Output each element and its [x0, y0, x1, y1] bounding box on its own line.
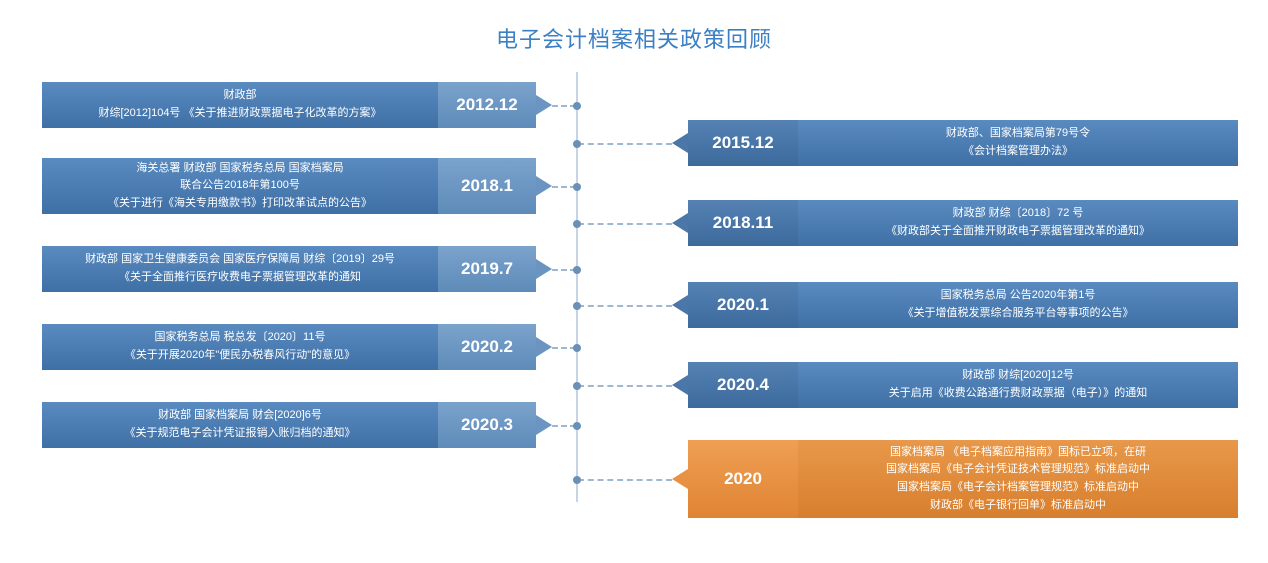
description-line: 财政部、国家档案局第79号令	[946, 125, 1090, 143]
axis-dot	[573, 302, 581, 310]
description-line: 海关总署 财政部 国家税务总局 国家档案局	[136, 160, 343, 178]
description-line: 《关于全面推行医疗收费电子票据管理改革的通知	[119, 269, 361, 287]
description-line: 联合公告2018年第100号	[180, 177, 300, 195]
connector	[578, 143, 672, 145]
timeline-axis	[576, 72, 578, 502]
axis-dot	[573, 266, 581, 274]
description-line: 《会计档案管理办法》	[963, 143, 1073, 161]
axis-dot	[573, 183, 581, 191]
description-line: 关于启用《收费公路通行费财政票据（电子）》的通知	[889, 385, 1148, 403]
item-date: 2020	[688, 440, 798, 518]
connector	[578, 385, 672, 387]
description-line: 财政部	[224, 87, 257, 105]
connector	[578, 305, 672, 307]
description-line: 财政部 财综[2020]12号	[962, 367, 1074, 385]
item-description: 财政部 国家卫生健康委员会 国家医疗保障局 财综〔2019〕29号《关于全面推行…	[42, 246, 438, 292]
timeline-item: 财政部财综[2012]104号 《关于推进财政票据电子化改革的方案》2012.1…	[42, 82, 536, 128]
timeline-item: 财政部 国家档案局 财会[2020]6号《关于规范电子会计凭证报销入账归档的通知…	[42, 402, 536, 448]
timeline-item: 财政部 国家卫生健康委员会 国家医疗保障局 财综〔2019〕29号《关于全面推行…	[42, 246, 536, 292]
item-date: 2018.1	[438, 158, 536, 214]
timeline-item: 国家档案局 《电子档案应用指南》国标已立项，在研国家档案局《电子会计凭证技术管理…	[688, 440, 1238, 518]
description-line: 国家档案局《电子会计凭证技术管理规范》标准启动中	[886, 461, 1150, 479]
timeline-item: 财政部 财综〔2018〕72 号《财政部关于全面推开财政电子票据管理改革的通知》…	[688, 200, 1238, 246]
timeline-item: 国家税务总局 公告2020年第1号《关于增值税发票综合服务平台等事项的公告》20…	[688, 282, 1238, 328]
axis-dot	[573, 102, 581, 110]
description-line: 财综[2012]104号 《关于推进财政票据电子化改革的方案》	[99, 105, 382, 123]
timeline: 财政部财综[2012]104号 《关于推进财政票据电子化改革的方案》2012.1…	[0, 72, 1268, 552]
description-line: 财政部 财综〔2018〕72 号	[953, 205, 1084, 223]
item-description: 财政部财综[2012]104号 《关于推进财政票据电子化改革的方案》	[42, 82, 438, 128]
description-line: 《关于进行《海关专用缴款书》打印改革试点的公告》	[108, 195, 372, 213]
axis-dot	[573, 140, 581, 148]
item-description: 财政部 财综〔2018〕72 号《财政部关于全面推开财政电子票据管理改革的通知》	[798, 200, 1238, 246]
item-date: 2020.2	[438, 324, 536, 370]
description-line: 国家税务总局 税总发〔2020〕11号	[155, 329, 326, 347]
item-date: 2012.12	[438, 82, 536, 128]
item-description: 国家税务总局 公告2020年第1号《关于增值税发票综合服务平台等事项的公告》	[798, 282, 1238, 328]
item-date: 2020.4	[688, 362, 798, 408]
description-line: 财政部《电子银行回单》标准启动中	[930, 497, 1106, 515]
timeline-item: 海关总署 财政部 国家税务总局 国家档案局联合公告2018年第100号《关于进行…	[42, 158, 536, 214]
description-line: 《关于规范电子会计凭证报销入账归档的通知》	[125, 425, 356, 443]
item-description: 国家档案局 《电子档案应用指南》国标已立项，在研国家档案局《电子会计凭证技术管理…	[798, 440, 1238, 518]
item-date: 2015.12	[688, 120, 798, 166]
axis-dot	[573, 344, 581, 352]
item-description: 财政部 国家档案局 财会[2020]6号《关于规范电子会计凭证报销入账归档的通知…	[42, 402, 438, 448]
connector	[578, 479, 672, 481]
timeline-item: 国家税务总局 税总发〔2020〕11号《关于开展2020年"便民办税春风行动"的…	[42, 324, 536, 370]
item-date: 2019.7	[438, 246, 536, 292]
description-line: 财政部 国家卫生健康委员会 国家医疗保障局 财综〔2019〕29号	[85, 251, 395, 269]
description-line: 《关于开展2020年"便民办税春风行动"的意见》	[125, 347, 355, 365]
description-line: 国家档案局 《电子档案应用指南》国标已立项，在研	[890, 444, 1146, 462]
description-line: 《关于增值税发票综合服务平台等事项的公告》	[903, 305, 1134, 323]
item-description: 财政部、国家档案局第79号令《会计档案管理办法》	[798, 120, 1238, 166]
timeline-item: 财政部 财综[2020]12号关于启用《收费公路通行费财政票据（电子）》的通知2…	[688, 362, 1238, 408]
item-description: 财政部 财综[2020]12号关于启用《收费公路通行费财政票据（电子）》的通知	[798, 362, 1238, 408]
item-date: 2018.11	[688, 200, 798, 246]
description-line: 国家档案局《电子会计档案管理规范》标准启动中	[897, 479, 1139, 497]
description-line: 《财政部关于全面推开财政电子票据管理改革的通知》	[886, 223, 1150, 241]
item-date: 2020.1	[688, 282, 798, 328]
axis-dot	[573, 220, 581, 228]
description-line: 国家税务总局 公告2020年第1号	[941, 287, 1096, 305]
item-description: 海关总署 财政部 国家税务总局 国家档案局联合公告2018年第100号《关于进行…	[42, 158, 438, 214]
axis-dot	[573, 422, 581, 430]
item-description: 国家税务总局 税总发〔2020〕11号《关于开展2020年"便民办税春风行动"的…	[42, 324, 438, 370]
connector	[578, 223, 672, 225]
timeline-item: 财政部、国家档案局第79号令《会计档案管理办法》2015.12	[688, 120, 1238, 166]
item-date: 2020.3	[438, 402, 536, 448]
page-title: 电子会计档案相关政策回顾	[0, 0, 1268, 72]
description-line: 财政部 国家档案局 财会[2020]6号	[158, 407, 322, 425]
axis-dot	[573, 476, 581, 484]
axis-dot	[573, 382, 581, 390]
